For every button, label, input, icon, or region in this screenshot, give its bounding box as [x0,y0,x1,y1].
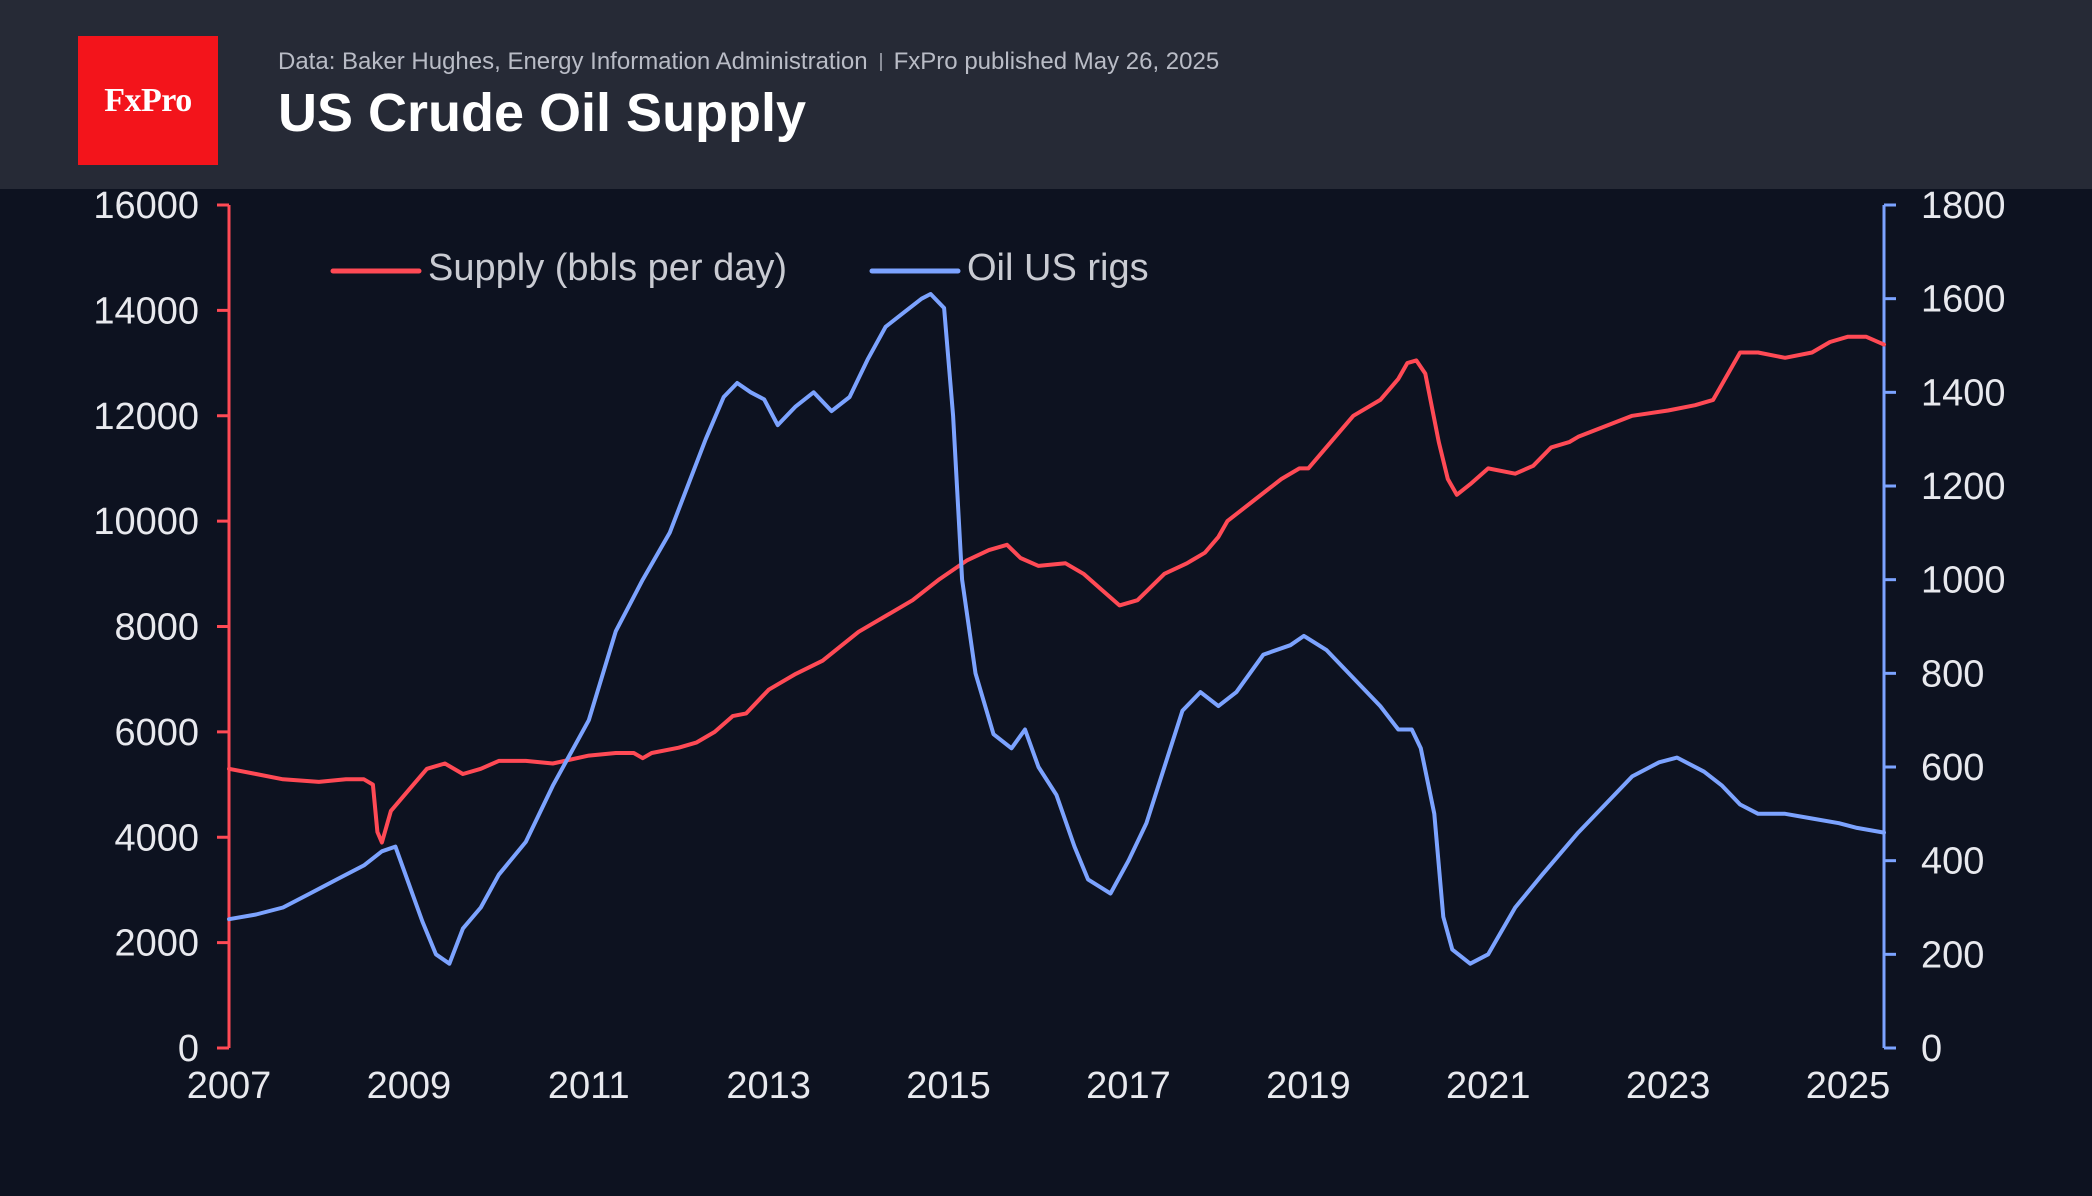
data-source: Data: Baker Hughes, Energy Information A… [278,48,868,75]
logo-text: FxPro [104,81,192,119]
page-title: US Crude Oil Supply [278,83,807,143]
header-bar: FxPro Data: Baker Hughes, Energy Informa… [0,0,2092,189]
right-axis-tick-label: 400 [1921,841,1984,883]
left-axis-tick-label: 2000 [114,923,199,965]
data-source-line: Data: Baker Hughes, Energy Information A… [278,48,1219,76]
x-axis-tick-label: 2025 [1806,1065,1891,1107]
right-axis-tick-label: 1000 [1921,560,2006,602]
left-axis-tick-label: 14000 [93,290,199,332]
right-axis-tick-label: 0 [1921,1028,1942,1070]
right-axis-tick-label: 600 [1921,747,1984,789]
x-axis-tick-label: 2013 [726,1065,811,1107]
left-axis-tick-label: 12000 [93,396,199,438]
x-axis-tick-label: 2007 [187,1065,272,1107]
series-layer [227,292,1886,966]
published-date: FxPro published May 26, 2025 [893,48,1220,75]
x-axis-tick-label: 2009 [367,1065,452,1107]
right-axis-tick-label: 800 [1921,653,1984,695]
axes: 0200040006000800010000120001400016000020… [93,185,2005,1107]
left-axis-tick-label: 4000 [114,817,199,859]
x-axis-tick-label: 2011 [548,1065,630,1107]
x-axis-tick-label: 2017 [1086,1065,1171,1107]
supply-series-line [227,334,1886,845]
x-axis-tick-label: 2021 [1446,1065,1531,1107]
legend-rigs-label: Oil US rigs [967,247,1149,289]
right-axis-tick-label: 200 [1921,934,1984,976]
separator [879,53,882,71]
right-axis-tick-label: 1800 [1921,185,2006,227]
right-axis-tick-label: 1400 [1921,372,2006,414]
legend-supply-label: Supply (bbls per day) [428,247,787,289]
left-axis-tick-label: 6000 [114,712,199,754]
legend: Supply (bbls per day) Oil US rigs [330,247,1149,289]
fxpro-logo[interactable]: FxPro [78,36,218,165]
left-axis-tick-label: 0 [178,1028,199,1070]
right-axis-tick-label: 1600 [1921,279,2006,321]
x-axis-tick-label: 2015 [906,1065,991,1107]
left-axis-tick-label: 8000 [114,607,199,649]
right-axis-tick-label: 1200 [1921,466,2006,508]
left-axis-tick-label: 16000 [93,185,199,227]
left-axis-tick-label: 10000 [93,501,199,543]
x-axis-tick-label: 2023 [1626,1065,1711,1107]
rigs-series-line [227,292,1886,966]
x-axis-tick-label: 2019 [1266,1065,1351,1107]
